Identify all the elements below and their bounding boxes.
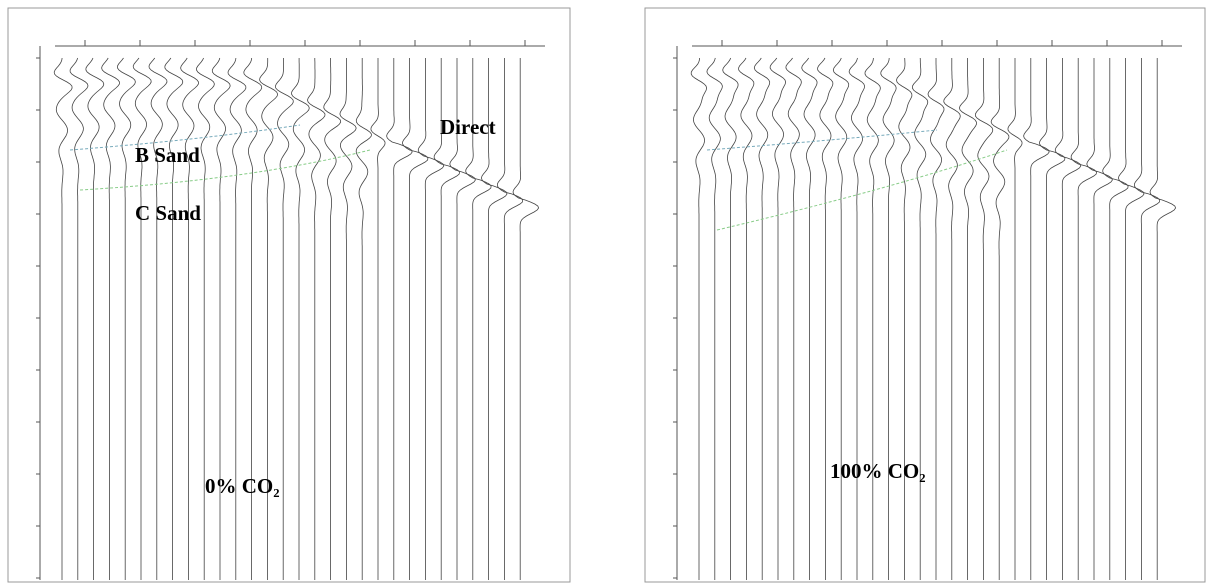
wiggle-trace xyxy=(801,57,818,580)
wiggle-trace xyxy=(355,58,372,580)
wiggle-trace xyxy=(1117,58,1145,580)
wiggle-trace xyxy=(975,58,994,580)
wiggle-trace xyxy=(480,58,508,580)
wiggle-trace xyxy=(1102,58,1129,580)
wiggle-trace xyxy=(1086,58,1113,580)
wiggle-trace xyxy=(769,57,787,580)
wiggle-trace xyxy=(848,57,866,580)
wiggle-trace xyxy=(512,58,540,580)
wiggle-trace xyxy=(465,58,492,580)
wiggle-trace xyxy=(117,57,136,580)
right-frame xyxy=(644,7,1206,583)
wiggle-trace xyxy=(196,57,215,580)
wiggle-trace xyxy=(101,57,120,580)
traces xyxy=(36,40,1182,580)
wiggle-trace xyxy=(1070,58,1097,580)
wiggle-trace xyxy=(990,58,1010,580)
wiggle-trace xyxy=(339,58,357,580)
b-sand-label: B Sand xyxy=(135,143,200,167)
wiggle-trace xyxy=(497,58,524,580)
wiggle-trace xyxy=(386,58,413,580)
wiggle-trace xyxy=(1039,58,1066,580)
wiggle-trace xyxy=(706,57,723,580)
wiggle-trace xyxy=(323,58,342,580)
b-sand-event xyxy=(69,124,301,151)
wiggle-trace xyxy=(291,58,310,580)
wiggle-trace xyxy=(832,57,850,580)
wiggle-trace xyxy=(243,57,263,580)
wiggle-trace xyxy=(785,57,802,580)
b-sand-event xyxy=(706,129,938,151)
wiggle-trace xyxy=(753,57,771,580)
wiggle-trace xyxy=(817,57,834,580)
wiggle-trace xyxy=(1054,58,1082,580)
wiggle-trace xyxy=(148,57,168,580)
c-sand-label: C Sand xyxy=(135,201,201,225)
wiggle-trace xyxy=(180,57,199,580)
wiggle-trace xyxy=(53,57,73,580)
wiggle-trace xyxy=(1134,58,1161,580)
wiggle-trace xyxy=(927,58,945,580)
wiggle-trace xyxy=(1149,58,1177,580)
wiggle-trace xyxy=(864,57,881,580)
wiggle-trace xyxy=(738,57,755,580)
direct-label: Direct xyxy=(440,115,496,139)
wiggle-trace xyxy=(211,57,231,580)
wiggle-trace xyxy=(85,57,105,580)
wiggle-trace xyxy=(274,58,294,580)
case-label: 100% CO₂ xyxy=(830,459,926,483)
wiggle-trace xyxy=(911,57,929,580)
wiggle-trace xyxy=(164,57,184,580)
wiggle-trace xyxy=(370,58,386,580)
wiggle-trace xyxy=(259,58,279,580)
wiggle-trace xyxy=(417,58,445,580)
wiggle-trace xyxy=(958,58,977,580)
wiggle-trace xyxy=(1007,58,1023,580)
wiggle-trace xyxy=(307,58,326,580)
wiggle-trace xyxy=(433,58,460,580)
wiggle-trace xyxy=(1023,58,1050,580)
wiggle-trace xyxy=(943,58,961,580)
wiggle-trace xyxy=(690,57,708,580)
wiggle-trace xyxy=(132,57,152,580)
wiggle-trace xyxy=(722,57,739,580)
wiggle-trace xyxy=(402,58,429,580)
left-frame xyxy=(7,7,571,583)
wiggle-trace xyxy=(896,57,913,580)
wiggle-trace xyxy=(69,57,89,580)
wiggle-trace xyxy=(880,57,897,580)
c-sand-event xyxy=(716,149,1008,231)
wiggle-trace xyxy=(449,58,476,580)
wiggle-trace xyxy=(227,57,247,580)
case-label: 0% CO₂ xyxy=(205,474,280,498)
c-sand-event xyxy=(79,149,371,191)
